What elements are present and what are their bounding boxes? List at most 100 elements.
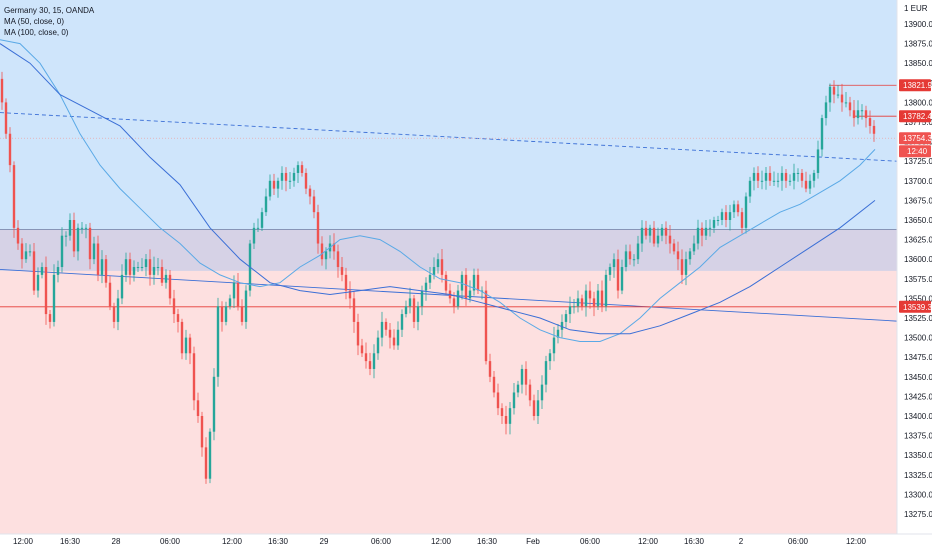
zone-overlap xyxy=(0,229,897,271)
candle-body xyxy=(684,259,688,275)
candle-body xyxy=(468,290,472,299)
candle-body xyxy=(716,220,720,221)
candle-body xyxy=(404,306,408,315)
candle-body xyxy=(668,235,672,244)
candle-body xyxy=(200,416,204,448)
candle-body xyxy=(620,267,624,291)
candle-body xyxy=(520,368,524,385)
candle-body xyxy=(324,251,328,260)
candle-body xyxy=(176,314,180,322)
time-tick-label: Feb xyxy=(526,537,540,546)
candle-body xyxy=(724,212,728,220)
candle-body xyxy=(524,368,528,385)
price-tick-label: 13350.0 xyxy=(904,451,932,460)
candle-body xyxy=(408,298,412,307)
candle-body xyxy=(372,353,376,369)
candle-body xyxy=(476,274,480,291)
countdown-tag xyxy=(899,145,931,158)
price-tick-label: 13875.0 xyxy=(904,40,932,49)
candle-body xyxy=(132,267,136,275)
price-tick-label: 13675.0 xyxy=(904,196,932,205)
price-axis-bg xyxy=(897,0,932,550)
candle-body xyxy=(540,384,544,401)
candle-body xyxy=(304,172,308,189)
candle-body xyxy=(820,118,824,150)
candle-body xyxy=(148,259,152,275)
candle-body xyxy=(300,165,304,173)
candle-body xyxy=(0,78,4,103)
candle-body xyxy=(660,227,664,236)
candle-body xyxy=(512,392,516,409)
candle-body xyxy=(604,274,608,307)
candle-body xyxy=(44,267,48,315)
time-tick-label: 12:00 xyxy=(222,537,243,546)
candle-body xyxy=(264,196,268,213)
candle-body xyxy=(472,274,476,291)
candle-body xyxy=(268,180,272,197)
candle-body xyxy=(792,172,796,181)
candle-body xyxy=(648,227,652,236)
candle-body xyxy=(828,86,832,103)
candles-layer[interactable] xyxy=(0,71,876,484)
candle-body xyxy=(316,212,320,244)
levels-layer xyxy=(0,84,932,308)
ma50-line xyxy=(0,39,876,342)
candle-body xyxy=(348,290,352,299)
candle-body xyxy=(184,337,188,354)
candle-body xyxy=(680,259,684,275)
candle-body xyxy=(32,251,36,291)
candle-body xyxy=(760,180,764,182)
candle-body xyxy=(96,243,100,275)
price-tag xyxy=(899,300,931,313)
candle-body xyxy=(624,251,628,268)
price-tick-label: 13550.0 xyxy=(904,294,932,303)
time-tick-label: 06:00 xyxy=(160,537,181,546)
candle-body xyxy=(612,259,616,268)
ma100-label[interactable]: MA (100, close, 0) xyxy=(4,28,69,37)
candle-body xyxy=(616,259,620,291)
chart-title[interactable]: Germany 30, 15, OANDA xyxy=(4,6,95,15)
candle-body xyxy=(296,165,300,173)
candle-body xyxy=(812,172,816,181)
price-tag xyxy=(899,132,931,145)
candle-body xyxy=(488,361,492,377)
price-axis[interactable]: 1 EUR 13275.0 13300.0 13325.0 13350.0 13375.0… xyxy=(896,0,932,550)
time-tick-label: 2 xyxy=(739,537,744,546)
price-tick-label: 13850.0 xyxy=(904,59,932,68)
candle-body xyxy=(644,227,648,236)
price-tag-label: 13754.3 xyxy=(903,134,932,143)
price-tick-label: 13450.0 xyxy=(904,373,932,382)
candle-body xyxy=(452,298,456,307)
candle-body xyxy=(160,267,164,283)
candle-body xyxy=(596,290,600,307)
trendline-0 xyxy=(0,268,898,322)
candle-body xyxy=(836,94,840,96)
zone-supply xyxy=(0,0,897,230)
candle-body xyxy=(116,298,120,322)
candle-body xyxy=(60,235,64,268)
candle-body xyxy=(552,337,556,354)
candle-body xyxy=(664,227,668,236)
candle-body xyxy=(104,259,108,283)
candle-body xyxy=(256,227,260,229)
candle-body xyxy=(700,227,704,236)
candle-body xyxy=(40,267,44,275)
candle-body xyxy=(676,251,680,260)
candle-body xyxy=(496,392,500,409)
candle-body xyxy=(224,306,228,322)
candle-body xyxy=(844,102,848,104)
candle-body xyxy=(188,337,192,354)
candle-body xyxy=(240,306,244,322)
time-axis[interactable]: 12:00 16:30 28 06:00 12:00 16:30 29 06:00 12:00 1… xyxy=(0,533,932,546)
candle-body xyxy=(212,376,216,432)
candle-body xyxy=(56,267,60,275)
legend: Germany 30, 15, OANDA MA (50, close, 0) … xyxy=(4,5,94,38)
candle-body xyxy=(260,212,264,228)
candle-body xyxy=(628,251,632,260)
price-tick-label: 13475.0 xyxy=(904,353,932,362)
price-tick-label: 13700.0 xyxy=(904,177,932,186)
price-tag xyxy=(899,79,931,92)
candle-body xyxy=(400,314,404,330)
candle-body xyxy=(564,314,568,322)
ma50-label[interactable]: MA (50, close, 0) xyxy=(4,17,65,26)
